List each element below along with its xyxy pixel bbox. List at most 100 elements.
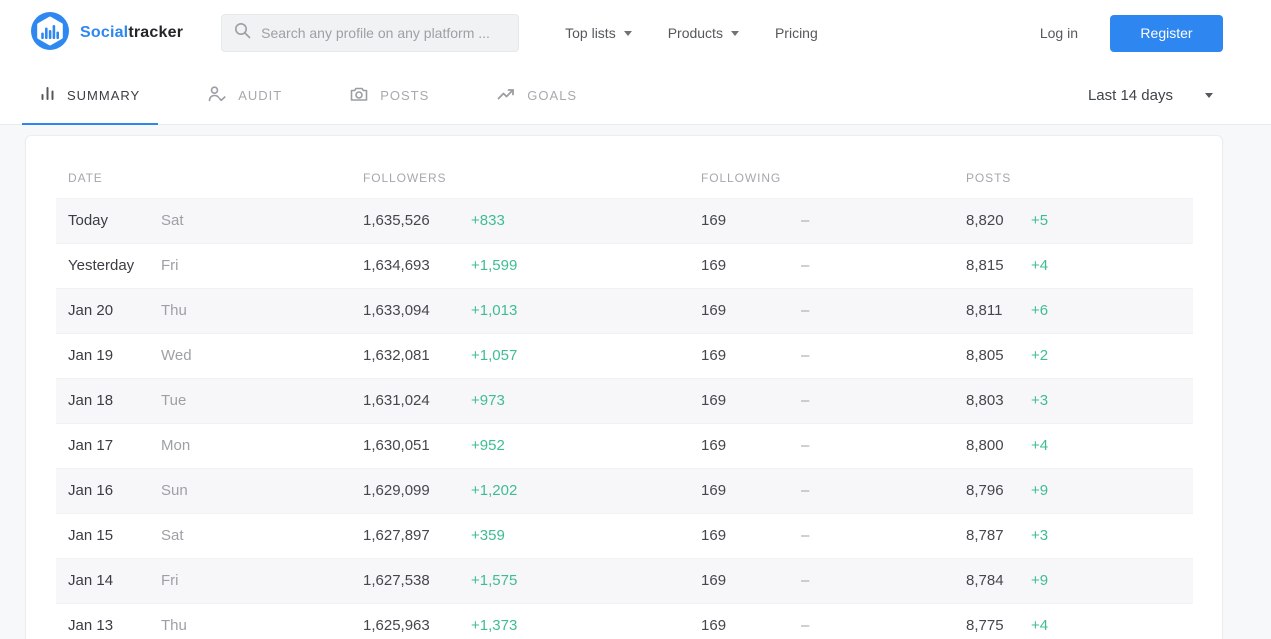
nav-item-pricing[interactable]: Pricing: [757, 15, 836, 51]
posts-cell: 8,796: [966, 468, 1032, 513]
nav-item-products[interactable]: Products: [650, 15, 757, 51]
table-body: Today Sat 1,635,526 +833 169 – 8,820 +5 …: [56, 198, 1194, 639]
nav-label: Pricing: [774, 25, 818, 41]
following-cell: 169: [701, 468, 802, 513]
table-row: Jan 16 Sun 1,629,099 +1,202 169 – 8,796 …: [56, 468, 1194, 513]
posts-delta-cell: +4: [1031, 257, 1049, 274]
search-input[interactable]: [261, 25, 507, 41]
followers-delta-cell: +1,013: [471, 288, 702, 333]
posts-delta-cell: +3: [1031, 527, 1049, 544]
register-button[interactable]: Register: [1110, 14, 1223, 52]
following-delta-cell: –: [801, 617, 810, 635]
followers-cell: 1,627,897: [363, 527, 430, 544]
followers-delta-cell: +1,575: [471, 558, 702, 603]
following-delta-cell: –: [801, 437, 810, 454]
posts-cell: 8,811: [966, 288, 1032, 333]
posts-cell: 8,787: [966, 527, 1004, 544]
tab-goals[interactable]: GOALS: [479, 66, 595, 124]
followers-delta-cell: +973: [471, 378, 702, 423]
weekday-cell: Thu: [161, 288, 363, 333]
followers-cell: 1,631,024: [363, 378, 471, 423]
posts-delta-cell: +9: [1031, 558, 1194, 603]
weekday-cell: Sun: [161, 468, 363, 513]
following-delta-cell: –: [801, 558, 967, 603]
weekday-cell: Tue: [161, 378, 363, 423]
followers-cell: 1,633,094: [363, 288, 471, 333]
posts-cell: 8,784: [966, 558, 1032, 603]
column-header-following: FOLLOWING: [701, 170, 782, 185]
main-nav: Top lists Products Pricing: [547, 15, 836, 51]
posts-delta-cell: +6: [1031, 288, 1194, 333]
top-navigation-bar: Socialtracker Top lists Products Pricing…: [0, 0, 1271, 66]
stats-card: DATE FOLLOWERS FOLLOWING POSTS Today Sat…: [25, 135, 1223, 639]
posts-cell: 8,800: [966, 437, 1004, 454]
trending-up-icon: [497, 87, 515, 104]
posts-delta-cell: +2: [1031, 347, 1049, 364]
tab-posts[interactable]: POSTS: [332, 66, 447, 124]
table-row: Yesterday Fri 1,634,693 +1,599 169 – 8,8…: [56, 243, 1194, 288]
followers-delta-cell: +1,599: [471, 257, 518, 274]
followers-delta-cell: +952: [471, 437, 505, 454]
followers-cell: 1,630,051: [363, 437, 430, 454]
posts-delta-cell: +5: [1031, 198, 1194, 243]
date-cell: Jan 18: [56, 378, 161, 423]
weekday-cell: Sat: [161, 198, 363, 243]
brand-logo[interactable]: Socialtracker: [30, 11, 183, 56]
tab-label: SUMMARY: [67, 87, 141, 103]
bar-chart-icon: [40, 86, 55, 104]
following-cell: 169: [701, 558, 802, 603]
posts-cell: 8,775: [966, 617, 1004, 635]
posts-cell: 8,820: [966, 198, 1032, 243]
tab-summary[interactable]: SUMMARY: [22, 66, 159, 125]
date-cell: Jan 17: [68, 437, 114, 454]
following-delta-cell: –: [801, 347, 810, 364]
person-check-icon: [208, 85, 226, 105]
socialtracker-logo-icon: [30, 11, 70, 56]
posts-delta-cell: +3: [1031, 378, 1194, 423]
table-row: Jan 20 Thu 1,633,094 +1,013 169 – 8,811 …: [56, 288, 1194, 333]
weekday-cell: Thu: [161, 617, 187, 635]
posts-cell: 8,805: [966, 347, 1004, 364]
nav-item-top-lists[interactable]: Top lists: [547, 15, 650, 51]
following-cell: 169: [701, 617, 727, 635]
tab-label: POSTS: [380, 87, 430, 103]
followers-cell: 1,625,963: [363, 617, 430, 635]
search-icon: [234, 22, 251, 44]
brand-name: Socialtracker: [80, 24, 184, 41]
period-selector[interactable]: Last 14 days: [1088, 66, 1223, 124]
nav-label: Products: [667, 25, 723, 41]
date-cell: Jan 15: [68, 527, 114, 544]
tab-audit[interactable]: AUDIT: [190, 66, 300, 124]
tab-bar: SUMMARY AUDIT POSTS GOALS: [0, 66, 1271, 125]
date-cell: Jan 14: [56, 558, 161, 603]
followers-delta-cell: +1,057: [471, 347, 518, 364]
table-row: Jan 19 Wed 1,632,081 +1,057 169 – 8,805 …: [56, 333, 1194, 378]
tab-label: GOALS: [527, 87, 578, 103]
followers-delta-cell: +1,373: [471, 617, 518, 635]
weekday-cell: Wed: [161, 347, 192, 364]
search-box[interactable]: [221, 14, 520, 52]
chevron-down-icon: [730, 30, 739, 36]
weekday-cell: Fri: [161, 558, 363, 603]
posts-delta-cell: +4: [1031, 437, 1049, 454]
period-label: Last 14 days: [1087, 86, 1173, 104]
table-row: Jan 14 Fri 1,627,538 +1,575 169 – 8,784 …: [56, 558, 1194, 603]
posts-cell: 8,815: [966, 257, 1004, 274]
table-row: Today Sat 1,635,526 +833 169 – 8,820 +5: [56, 198, 1194, 243]
table-row: Jan 18 Tue 1,631,024 +973 169 – 8,803 +3: [56, 378, 1194, 423]
column-header-posts: POSTS: [966, 170, 1012, 185]
following-cell: 169: [701, 257, 727, 274]
following-cell: 169: [701, 347, 727, 364]
column-header-followers: FOLLOWERS: [363, 170, 447, 185]
posts-delta-cell: +9: [1031, 468, 1194, 513]
weekday-cell: Sat: [161, 527, 184, 544]
followers-cell: 1,635,526: [363, 198, 471, 243]
table-row: Jan 17 Mon 1,630,051 +952 169 – 8,800 +4: [56, 423, 1194, 468]
followers-cell: 1,627,538: [363, 558, 471, 603]
followers-cell: 1,632,081: [363, 347, 430, 364]
following-cell: 169: [701, 527, 727, 544]
followers-delta-cell: +833: [471, 198, 702, 243]
posts-cell: 8,803: [966, 378, 1032, 423]
login-link[interactable]: Log in: [1039, 25, 1078, 41]
weekday-cell: Fri: [161, 257, 179, 274]
